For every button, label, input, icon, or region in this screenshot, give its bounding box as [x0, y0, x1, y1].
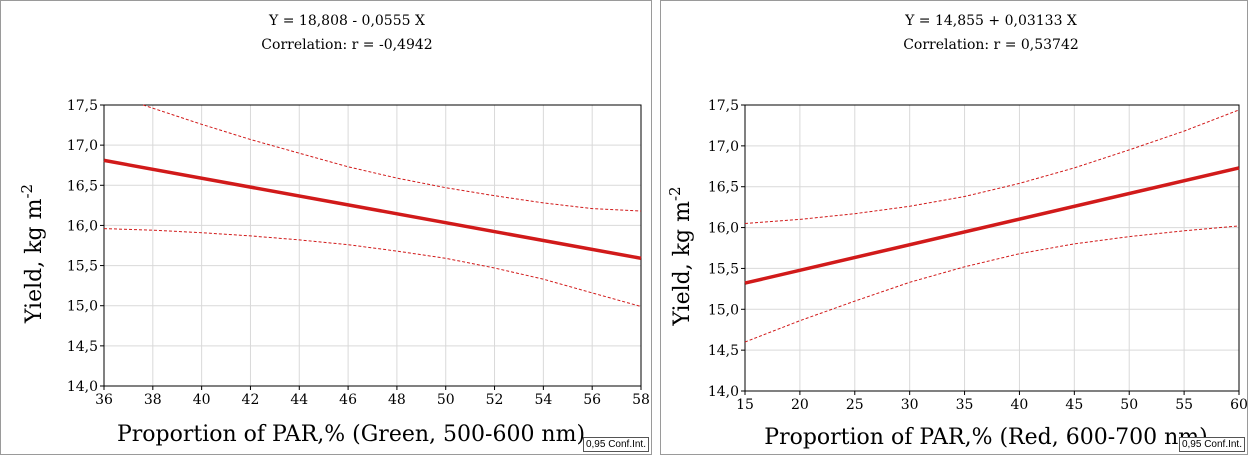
confidence-band-upper	[142, 104, 642, 212]
y-tick-label: 16,5	[708, 180, 739, 196]
x-axis-label: Proportion of PAR,% (Red, 600-700 nm)	[764, 425, 1207, 450]
chart-green-svg: Y = 18,808 - 0,0555 X Correlation: r = -0…	[18, 13, 650, 447]
y-axis-label-text: Yield, kg m	[670, 201, 695, 327]
y-axis-label: Yield, kg m-2	[666, 186, 695, 326]
x-tick-label: 54	[534, 392, 552, 408]
regression-line	[744, 166, 1240, 285]
x-tick-label: 50	[1120, 397, 1138, 413]
conf-int-badge: 0,95 Conf.Int.	[582, 437, 649, 452]
x-tick-label: 46	[339, 392, 357, 408]
regression-line	[103, 158, 642, 261]
x-axis-label: Proportion of PAR,% (Green, 500-600 nm)	[117, 422, 585, 447]
x-tick-label: 56	[583, 392, 601, 408]
confidence-band-lower	[103, 228, 642, 307]
y-tick-label: 15,0	[67, 299, 98, 315]
y-tick-label: 17,0	[708, 139, 739, 155]
x-tick-label: 52	[486, 392, 504, 408]
y-tick-label: 14,5	[67, 339, 98, 355]
x-tick-label: 40	[193, 392, 211, 408]
y-axis-label: Yield, kg m-2	[18, 184, 47, 324]
chart-red-svg: Y = 14,855 + 0,03133 X Correlation: r = 0…	[666, 13, 1248, 450]
y-axis-label-superscript: -2	[18, 184, 36, 199]
chart-panel-red: Y = 14,855 + 0,03133 X Correlation: r = 0…	[660, 0, 1248, 455]
x-tick-label: 44	[290, 392, 308, 408]
x-tick-label: 30	[901, 397, 919, 413]
x-tick-label: 58	[632, 392, 650, 408]
x-tick-label: 35	[956, 397, 974, 413]
chart-equation: Y = 14,855 + 0,03133 X	[904, 13, 1077, 29]
y-tick-label: 15,5	[708, 261, 739, 277]
x-tick-label: 40	[1011, 397, 1029, 413]
x-tick-label: 42	[242, 392, 260, 408]
chart-equation: Y = 18,808 - 0,0555 X	[268, 13, 425, 29]
x-tick-label: 20	[791, 397, 809, 413]
y-tick-label: 17,5	[708, 98, 739, 114]
x-tick-label: 45	[1065, 397, 1083, 413]
x-tick-label: 38	[144, 392, 162, 408]
y-tick-label: 14,0	[67, 379, 98, 395]
x-tick-label: 15	[736, 397, 754, 413]
x-tick-label: 50	[437, 392, 455, 408]
y-tick-label: 14,5	[708, 343, 739, 359]
chart-correlation: Correlation: r = 0,53742	[903, 37, 1079, 53]
y-tick-label: 17,0	[67, 138, 98, 154]
confidence-band-lower	[744, 225, 1240, 343]
plot-frame	[744, 104, 1240, 392]
y-tick-label: 16,0	[708, 221, 739, 237]
x-tick-label: 25	[846, 397, 864, 413]
y-tick-label: 15,5	[67, 259, 98, 275]
y-axis-label-text: Yield, kg m	[22, 198, 47, 324]
y-axis-label-superscript: -2	[666, 186, 684, 201]
plot-frame	[103, 104, 642, 387]
confidence-band-upper	[744, 109, 1240, 224]
y-tick-label: 16,0	[67, 218, 98, 234]
y-tick-label: 17,5	[67, 98, 98, 114]
chart-correlation: Correlation: r = -0,4942	[261, 37, 432, 53]
conf-int-badge: 0,95 Conf.Int.	[1178, 437, 1245, 452]
x-tick-label: 60	[1230, 397, 1248, 413]
x-tick-label: 55	[1175, 397, 1193, 413]
x-tick-label: 36	[95, 392, 113, 408]
y-tick-label: 16,5	[67, 178, 98, 194]
y-tick-label: 15,0	[708, 302, 739, 318]
y-tick-label: 14,0	[708, 384, 739, 400]
chart-panel-green: Y = 18,808 - 0,0555 X Correlation: r = -0…	[0, 0, 652, 455]
x-tick-label: 48	[388, 392, 406, 408]
